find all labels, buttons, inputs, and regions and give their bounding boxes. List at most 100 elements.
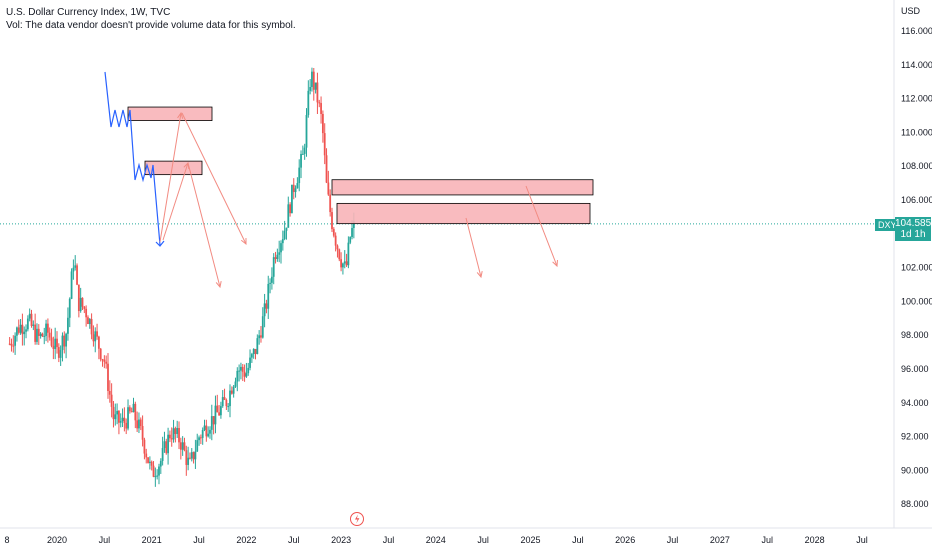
time-tick-label: 2023	[331, 535, 351, 545]
candle	[139, 417, 142, 431]
candle-body	[12, 345, 15, 347]
candle	[185, 445, 188, 476]
candle	[50, 328, 53, 348]
candle-body	[90, 319, 93, 335]
candle-body	[274, 257, 277, 259]
candle-body	[349, 237, 352, 243]
candle-body	[10, 343, 13, 346]
trend-arrow	[465, 217, 483, 279]
replay-icon[interactable]	[350, 512, 364, 526]
candle	[312, 67, 315, 101]
candle	[123, 407, 126, 432]
candle	[90, 313, 93, 340]
candle	[134, 401, 137, 429]
trend-arrow	[181, 112, 247, 246]
candle-body	[270, 276, 273, 283]
time-tick-label: 2026	[615, 535, 635, 545]
candle-body	[36, 328, 38, 342]
candle-body	[256, 338, 259, 355]
candle-body	[76, 265, 78, 285]
time-tick-label: Jul	[667, 535, 679, 545]
candle-body	[276, 254, 279, 259]
candle-body	[201, 429, 204, 438]
candle-body	[205, 425, 208, 437]
candle	[301, 145, 304, 155]
candle-body	[278, 252, 281, 255]
candle-body	[145, 453, 148, 458]
candle-body	[119, 421, 122, 423]
candle	[76, 263, 78, 286]
price-axis[interactable]: 116.000 114.000 112.000 110.000 108.000 106.0…	[901, 26, 932, 509]
candle	[110, 383, 113, 418]
candle-body	[32, 324, 35, 326]
candle	[23, 326, 26, 346]
candle	[336, 244, 339, 258]
candle-body	[46, 323, 49, 333]
candle	[130, 407, 133, 413]
candle-body	[28, 313, 31, 319]
candle	[329, 189, 332, 217]
candle	[178, 421, 180, 450]
candle-body	[192, 452, 195, 460]
candle-body	[39, 333, 42, 336]
candle	[121, 408, 124, 427]
candle	[323, 123, 326, 165]
candle	[107, 353, 109, 399]
price-tick-label: 90.000	[901, 465, 929, 475]
candle	[252, 348, 255, 359]
candle-body	[45, 323, 47, 336]
candle	[125, 418, 128, 435]
symbol-title[interactable]: U.S. Dollar Currency Index, 1W, TVC	[6, 7, 171, 18]
candle	[67, 307, 69, 341]
candle	[172, 419, 175, 443]
trend-arrow-line	[159, 112, 182, 243]
candle	[88, 318, 91, 329]
candle	[285, 227, 288, 240]
time-tick-label: 2022	[236, 535, 256, 545]
price-tick-label: 102.000	[901, 263, 932, 273]
candle-body	[48, 332, 51, 338]
candle-body	[292, 184, 295, 193]
candle-body	[179, 442, 182, 450]
candle	[187, 446, 190, 471]
candle-body	[345, 261, 348, 266]
candle	[17, 319, 20, 335]
time-tick-label: 8	[4, 535, 9, 545]
candle	[343, 250, 346, 269]
candle-body	[52, 345, 55, 349]
candle-body	[174, 428, 177, 435]
candle	[105, 355, 108, 369]
candle-body	[214, 405, 217, 425]
candle	[318, 99, 321, 108]
candle-body	[172, 428, 175, 440]
candle	[41, 332, 44, 338]
candle	[79, 287, 82, 313]
drawing-annotations[interactable]	[104, 71, 558, 289]
candle-body	[342, 263, 344, 268]
supply-zone-rect	[336, 202, 591, 225]
candle-body	[232, 386, 235, 394]
candle	[92, 325, 95, 347]
candle-body	[223, 397, 226, 400]
candle-body	[287, 204, 290, 228]
candle-body	[26, 318, 29, 330]
candle-body	[116, 410, 118, 415]
candle-body	[108, 391, 111, 395]
candle	[39, 332, 42, 339]
candle-body	[30, 313, 33, 326]
candle	[150, 460, 153, 471]
candle	[152, 461, 155, 478]
candle	[276, 248, 279, 262]
candle-body	[110, 394, 113, 407]
trend-arrowhead	[476, 271, 483, 279]
candle	[247, 362, 250, 376]
supply-zones[interactable]	[127, 106, 594, 225]
candle-body	[148, 461, 151, 463]
price-tick-label: 98.000	[901, 330, 929, 340]
candle-body	[61, 335, 64, 351]
candle-body	[187, 457, 190, 465]
time-axis[interactable]: 8 2020 Jul 2021 Jul 2022 Jul 2023 Jul 2024 Jul 2025…	[4, 535, 867, 545]
candle	[196, 433, 199, 453]
